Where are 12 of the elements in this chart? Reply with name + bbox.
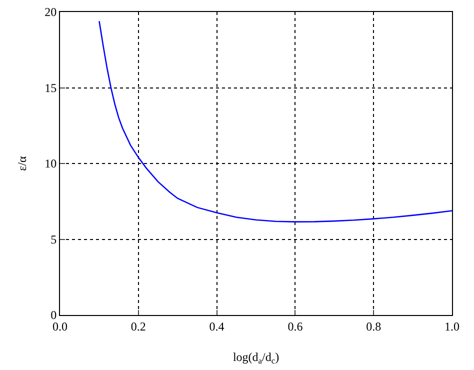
x-tick-label: 0.8 <box>366 319 382 334</box>
y-axis-title: ε/α <box>15 155 29 171</box>
y-tick-label: 5 <box>50 232 57 246</box>
x-tick-label: 0.2 <box>130 319 146 334</box>
line-series <box>98 20 452 222</box>
x-tick-label: 0.4 <box>209 319 224 334</box>
x-tick-label: 1.0 <box>444 319 460 334</box>
x-axis-title: log(d$_{a}$/d$_{c}$) <box>232 350 280 366</box>
y-tick-label: 15 <box>44 80 57 95</box>
y-tick-label: 10 <box>44 156 57 171</box>
y-tick-label: 20 <box>44 5 57 20</box>
x-tick-label: 0.6 <box>288 319 303 334</box>
